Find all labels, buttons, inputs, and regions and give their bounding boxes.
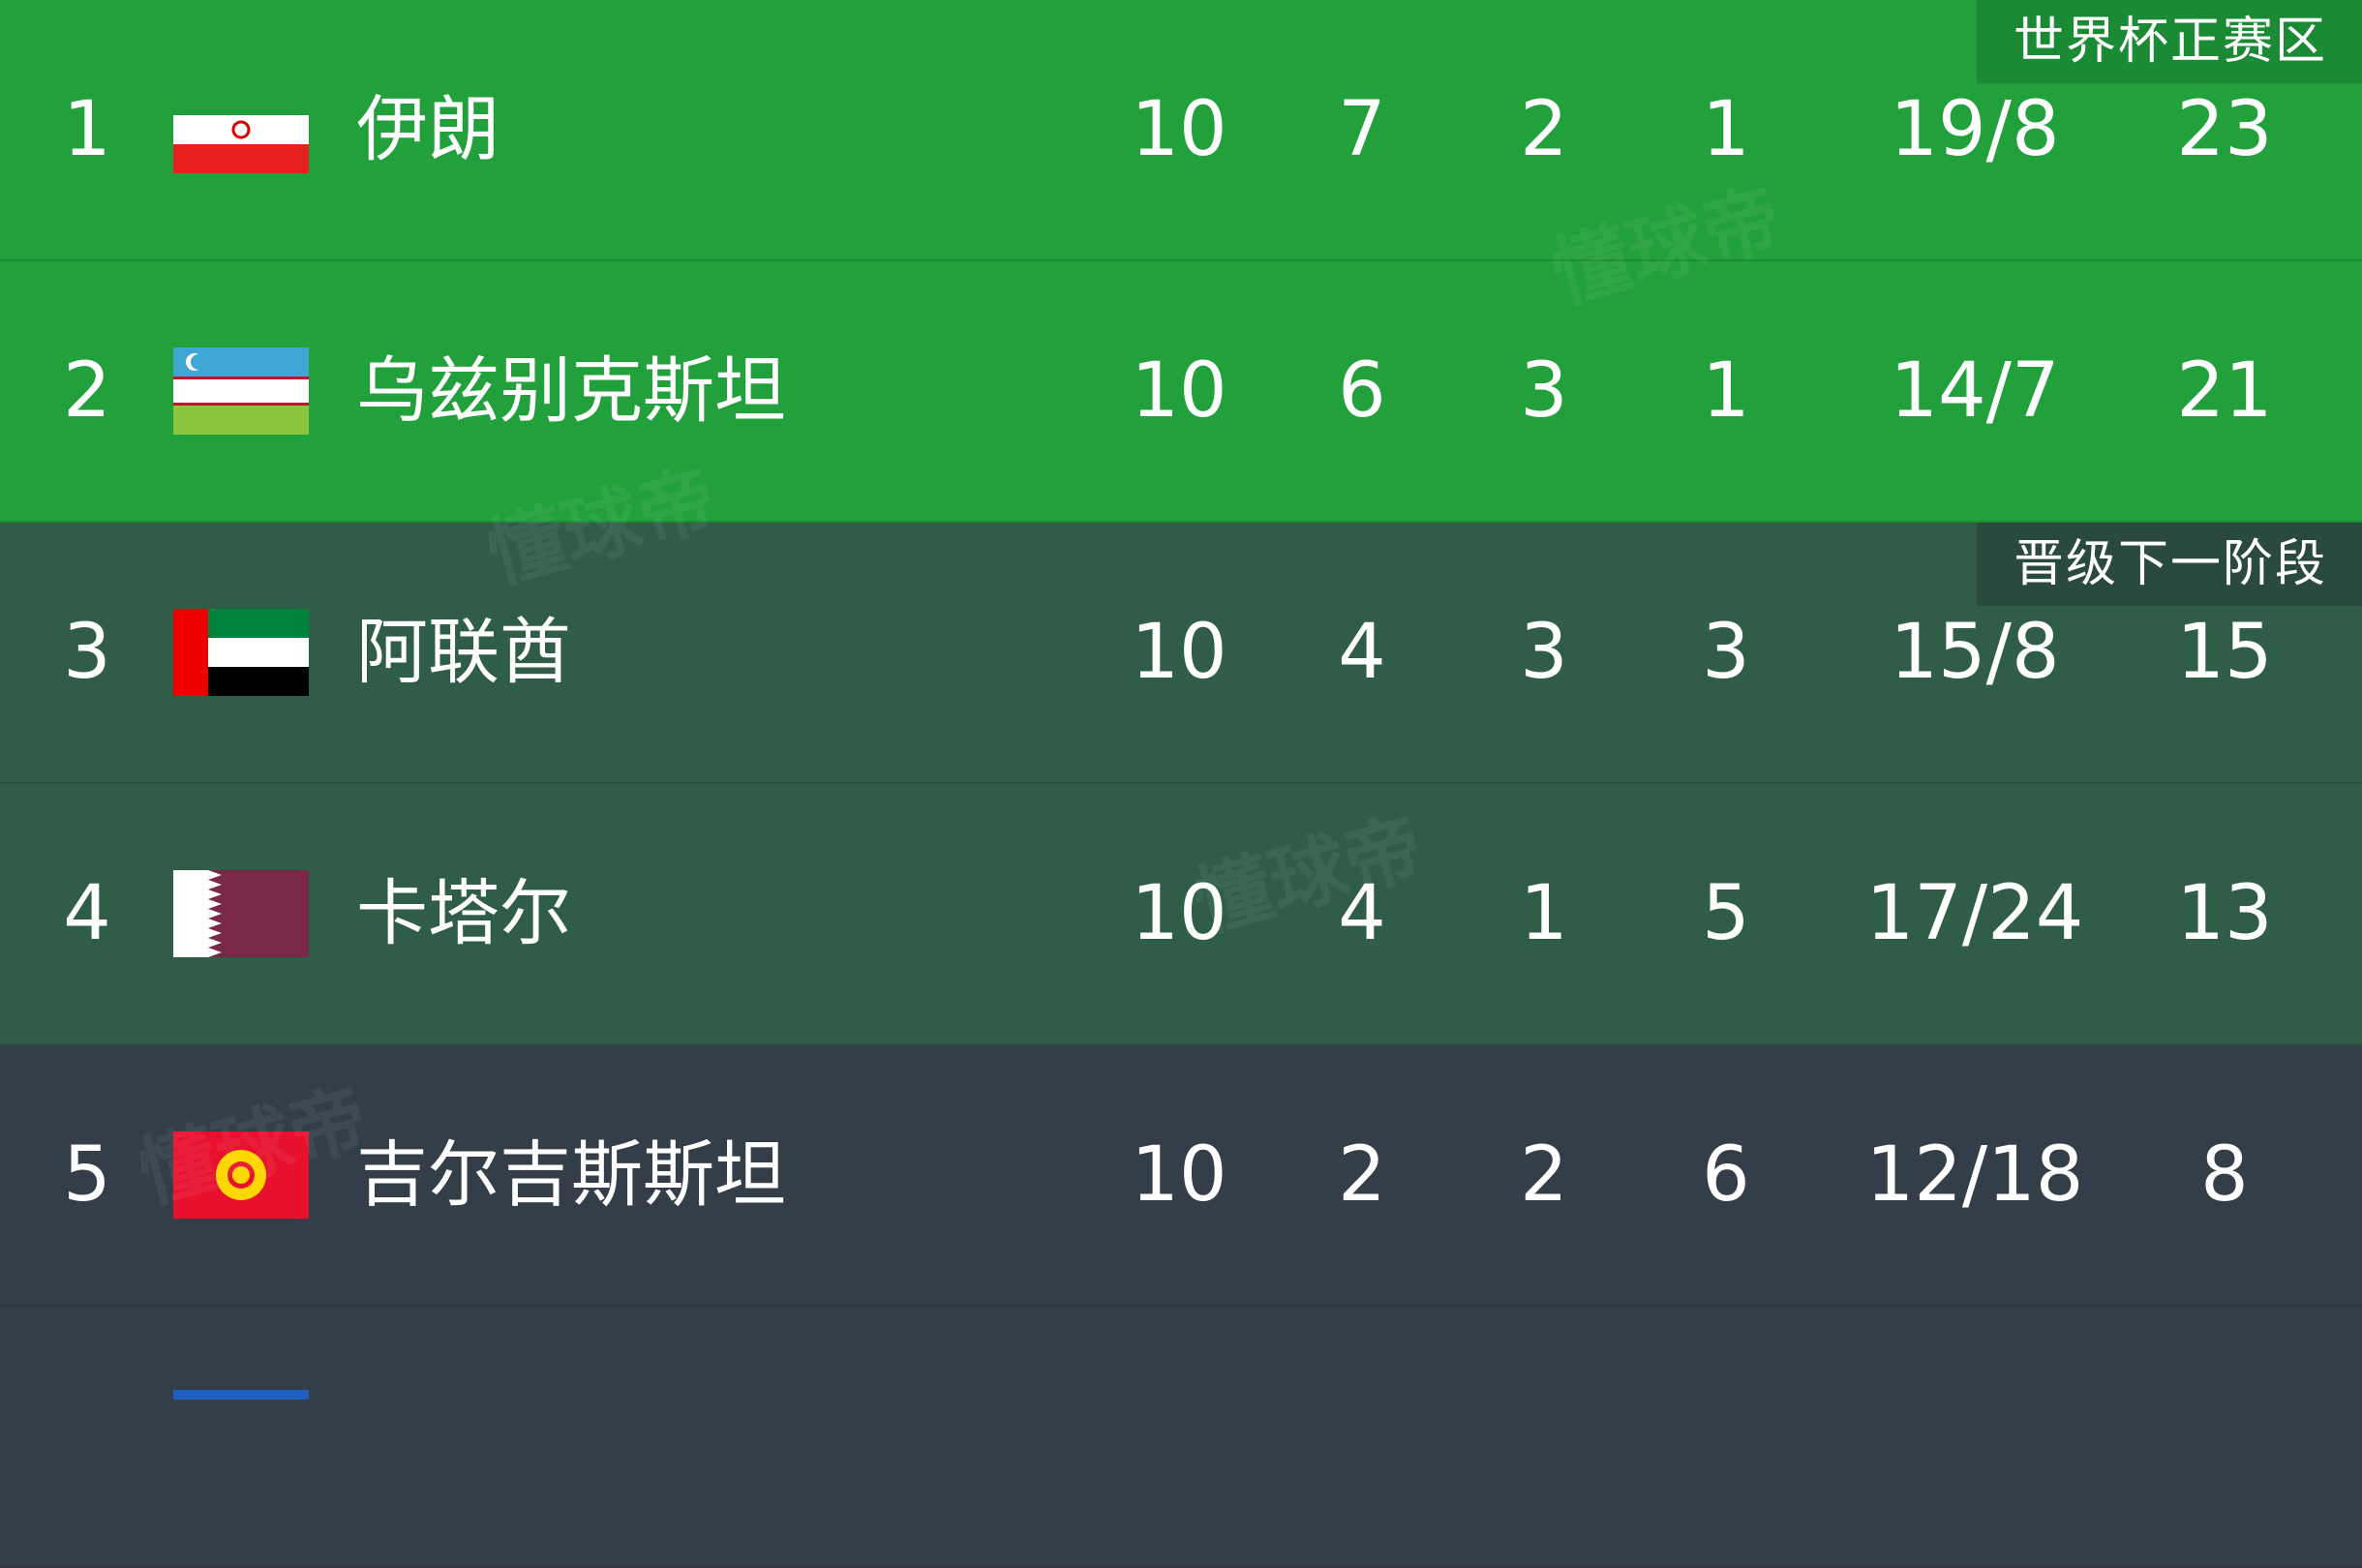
won-cell: 4: [1338, 609, 1386, 696]
goals-cell: 19/8: [1890, 86, 2060, 173]
won-cell: 7: [1338, 86, 1386, 173]
table-row[interactable]: 2 10 6 3 1 14/7 21 乌兹别克斯坦: [0, 261, 2362, 523]
points-cell: 21: [2176, 347, 2273, 435]
rank-cell: 4: [63, 870, 111, 957]
lost-cell: 1: [1702, 347, 1750, 435]
points-cell: 15: [2176, 609, 2273, 696]
flag-icon: [173, 1390, 309, 1400]
lost-cell: 5: [1702, 870, 1750, 957]
won-cell: 2: [1338, 1131, 1386, 1219]
iran-flag-icon: [173, 86, 309, 173]
team-name[interactable]: 阿联酋: [356, 611, 571, 694]
kyrgyzstan-flag-icon: [173, 1131, 309, 1219]
world-cup-zone-badge: 世界杯正赛区: [1976, 0, 2362, 83]
drawn-cell: 1: [1520, 870, 1568, 957]
won-cell: 6: [1338, 347, 1386, 435]
drawn-cell: 3: [1520, 347, 1568, 435]
played-cell: 10: [1131, 347, 1227, 435]
uzbekistan-flag-icon: [173, 347, 309, 435]
team-name[interactable]: 卡塔尔: [356, 872, 571, 955]
table-row[interactable]: 3 10 4 3 3 15/8 15 阿联酋: [0, 523, 2362, 784]
goals-cell: 14/7: [1890, 347, 2060, 435]
goals-cell: 17/24: [1865, 870, 2084, 957]
uae-flag-icon: [173, 609, 309, 696]
points-cell: 8: [2200, 1131, 2249, 1219]
played-cell: 10: [1131, 86, 1227, 173]
goals-cell: 12/18: [1865, 1131, 2084, 1219]
lost-cell: 1: [1702, 86, 1750, 173]
goals-cell: 15/8: [1890, 609, 2060, 696]
played-cell: 10: [1131, 609, 1227, 696]
rank-cell: 3: [63, 609, 111, 696]
table-row[interactable]: 5 10 2 2 6 12/18 8 吉尔吉斯斯坦: [0, 1045, 2362, 1307]
team-name[interactable]: 吉尔吉斯斯坦: [356, 1133, 786, 1217]
won-cell: 4: [1338, 870, 1386, 957]
qatar-flag-icon: [173, 870, 309, 957]
drawn-cell: 2: [1520, 86, 1568, 173]
played-cell: 10: [1131, 1131, 1227, 1219]
rank-cell: 5: [63, 1131, 111, 1219]
played-cell: 10: [1131, 870, 1227, 957]
lost-cell: 3: [1702, 609, 1750, 696]
table-row[interactable]: 4 10 4 1 5 17/24 13 卡塔尔: [0, 784, 2362, 1045]
rank-cell: 2: [63, 347, 111, 435]
table-row[interactable]: [0, 1307, 2362, 1568]
drawn-cell: 2: [1520, 1131, 1568, 1219]
points-cell: 23: [2176, 86, 2273, 173]
lost-cell: 6: [1702, 1131, 1750, 1219]
team-name[interactable]: 伊朗: [356, 88, 500, 171]
points-cell: 13: [2176, 870, 2273, 957]
rank-cell: 1: [63, 86, 111, 173]
table-row[interactable]: 1 10 7 2 1 19/8 23 伊朗: [0, 0, 2362, 261]
drawn-cell: 3: [1520, 609, 1568, 696]
team-name[interactable]: 乌兹别克斯坦: [356, 349, 786, 433]
next-stage-badge: 晋级下一阶段: [1976, 523, 2362, 606]
